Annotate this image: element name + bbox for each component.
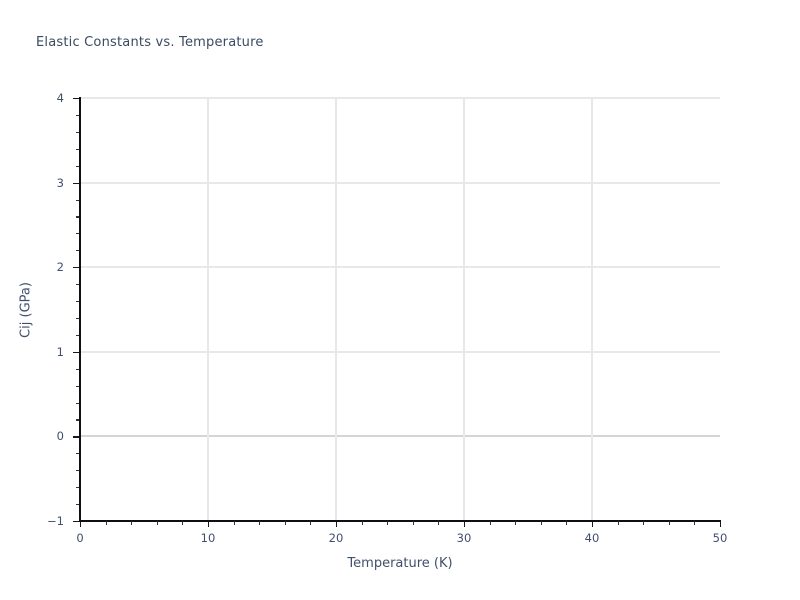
x-axis-minor-tick (182, 521, 184, 525)
x-axis-tick (592, 521, 594, 527)
x-axis-minor-tick (643, 521, 645, 525)
x-axis-minor-tick (156, 521, 158, 525)
y-axis-minor-tick (75, 165, 79, 167)
gridline-vertical (335, 98, 337, 521)
x-axis-minor-tick (540, 521, 542, 525)
x-axis-tick-label: 20 (328, 531, 344, 545)
y-axis-minor-tick (75, 199, 79, 201)
chart-title: Elastic Constants vs. Temperature (36, 35, 264, 50)
x-axis-minor-tick (515, 521, 517, 525)
x-axis-spine (79, 520, 721, 522)
gridline-vertical (207, 98, 209, 521)
y-axis-tick-label: 3 (56, 175, 64, 190)
x-axis-minor-tick (412, 521, 414, 525)
x-axis-minor-tick (489, 521, 491, 525)
x-axis-tick-label: 0 (76, 531, 84, 545)
y-axis-tick (73, 98, 79, 100)
y-axis-spine (79, 97, 81, 522)
x-axis-minor-tick (566, 521, 568, 525)
x-axis-tick-label: 10 (200, 531, 216, 545)
x-axis-tick-label: 40 (584, 531, 600, 545)
y-axis-minor-tick (75, 301, 79, 303)
y-axis-tick (73, 182, 79, 184)
x-axis-tick-label: 30 (456, 531, 472, 545)
gridline-horizontal (80, 181, 720, 184)
y-axis-minor-tick (75, 368, 79, 370)
y-axis-minor-tick (75, 470, 79, 472)
y-axis-minor-tick (75, 419, 79, 421)
y-axis-tick-label: 0 (56, 429, 64, 444)
y-axis-minor-tick (75, 487, 79, 489)
x-axis-minor-tick (694, 521, 696, 525)
x-axis-tick-label: 50 (712, 531, 728, 545)
x-axis-tick (208, 521, 210, 527)
y-axis-tick-label: 2 (56, 260, 64, 275)
y-axis-minor-tick (75, 233, 79, 235)
y-axis-tick-label: 4 (56, 91, 64, 105)
x-axis-minor-tick (233, 521, 235, 525)
x-axis-minor-tick (361, 521, 363, 525)
y-axis-minor-tick (75, 250, 79, 252)
x-axis-minor-tick (668, 521, 670, 525)
y-axis-label: Cij (GPa) (18, 282, 34, 338)
x-axis-tick (336, 521, 338, 527)
x-axis-minor-tick (438, 521, 440, 525)
gridline-horizontal (80, 97, 720, 99)
gridline-horizontal (80, 435, 720, 438)
x-axis-tick (464, 521, 466, 527)
y-axis-tick-label: 1 (56, 344, 64, 359)
y-axis-tick (73, 521, 79, 523)
y-axis-minor-tick (75, 131, 79, 133)
y-axis-tick (73, 267, 79, 269)
x-axis-label: Temperature (K) (347, 556, 453, 571)
y-axis-minor-tick (75, 284, 79, 286)
y-axis-minor-tick (75, 402, 79, 404)
y-axis-minor-tick (75, 334, 79, 336)
plot-area (80, 97, 720, 521)
y-axis-tick (73, 351, 79, 354)
gridline-vertical (463, 98, 465, 521)
x-axis-minor-tick (259, 521, 261, 525)
y-axis-tick-label: −1 (47, 514, 64, 528)
x-axis-minor-tick (617, 521, 619, 525)
y-axis-minor-tick (75, 216, 79, 218)
y-axis-tick (73, 436, 79, 438)
y-axis-minor-tick (75, 504, 79, 506)
gridline-vertical (591, 98, 593, 521)
y-axis-minor-tick (75, 453, 79, 455)
gridline-horizontal (80, 266, 720, 269)
gridline-horizontal (80, 350, 720, 353)
y-axis-minor-tick (75, 114, 79, 116)
x-axis-minor-tick (284, 521, 286, 525)
x-axis-minor-tick (131, 521, 133, 525)
x-axis-minor-tick (310, 521, 312, 525)
x-axis-tick (720, 521, 722, 527)
x-axis-minor-tick (387, 521, 389, 525)
x-axis-minor-tick (105, 521, 107, 525)
y-axis-minor-tick (75, 317, 79, 320)
y-axis-minor-tick (75, 148, 79, 150)
x-axis-tick (80, 521, 82, 527)
y-axis-minor-tick (75, 385, 79, 387)
